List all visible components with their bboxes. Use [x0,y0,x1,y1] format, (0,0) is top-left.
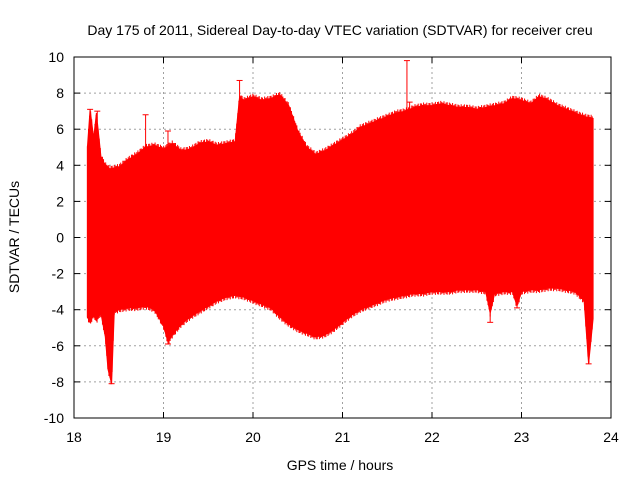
y-tick-label: -10 [44,410,64,426]
x-tick-label: 24 [603,429,619,445]
y-tick-label: -6 [52,338,65,354]
x-tick-label: 21 [335,429,351,445]
y-axis-label: SDTVAR / TECUs [6,181,22,293]
y-tick-label: 10 [48,49,64,65]
y-tick-label: -4 [52,302,65,318]
x-tick-label: 18 [66,429,82,445]
y-axis-ticks: -10 -8 -6 -4 -2 0 2 4 6 8 10 [44,49,611,426]
x-tick-label: 19 [156,429,172,445]
chart-title: Day 175 of 2011, Sidereal Day-to-day VTE… [87,22,592,38]
y-tick-label: -8 [52,374,65,390]
y-tick-label: 4 [56,157,64,173]
x-tick-label: 20 [245,429,261,445]
y-tick-label: 8 [56,85,64,101]
x-axis-label: GPS time / hours [287,457,394,473]
data-series [86,92,594,385]
x-axis-ticks: 18 19 20 21 22 23 24 [66,57,619,445]
spike-marks [87,60,592,385]
y-tick-label: -2 [52,266,65,282]
x-tick-label: 23 [514,429,530,445]
y-tick-label: 6 [56,121,64,137]
y-tick-label: 0 [56,230,64,246]
y-tick-label: 2 [56,193,64,209]
x-tick-label: 22 [424,429,440,445]
